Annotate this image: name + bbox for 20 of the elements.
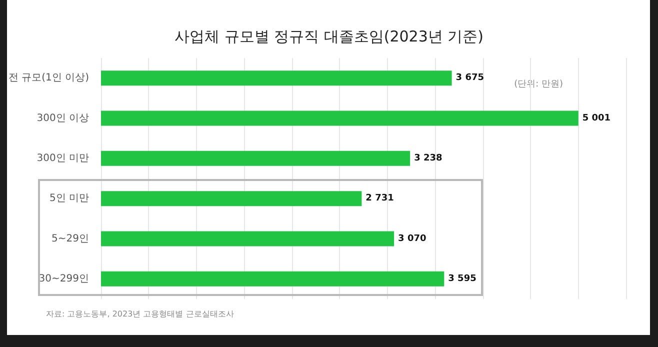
data-label: 3 675	[456, 73, 484, 84]
data-label: 2 731	[366, 194, 394, 204]
bar	[101, 231, 394, 246]
bar	[101, 191, 362, 206]
bar	[101, 271, 444, 286]
data-label: 3 070	[398, 234, 426, 244]
y-tick-label: 30~299인	[38, 273, 89, 284]
chart-title: 사업체 규모별 정규직 대졸초임(2023년 기준)	[174, 28, 484, 46]
bar	[101, 110, 578, 126]
bar	[101, 70, 452, 86]
bar	[101, 150, 410, 166]
data-label: 5 001	[582, 113, 611, 124]
y-tick-label: 300인 이상	[36, 112, 89, 124]
y-tick-label: 전 규모(1인 이상)	[8, 72, 90, 84]
text: 자료: 고용노동부, 2023년 고용형태별 근로실태조사	[46, 310, 234, 318]
y-tick-label: 300인 미만	[36, 152, 89, 164]
y-tick-label: 5~29인	[52, 233, 89, 244]
data-label: 3 595	[448, 274, 476, 284]
data-label: 3 238	[414, 153, 442, 164]
y-tick-label: 5인 미만	[49, 193, 89, 204]
